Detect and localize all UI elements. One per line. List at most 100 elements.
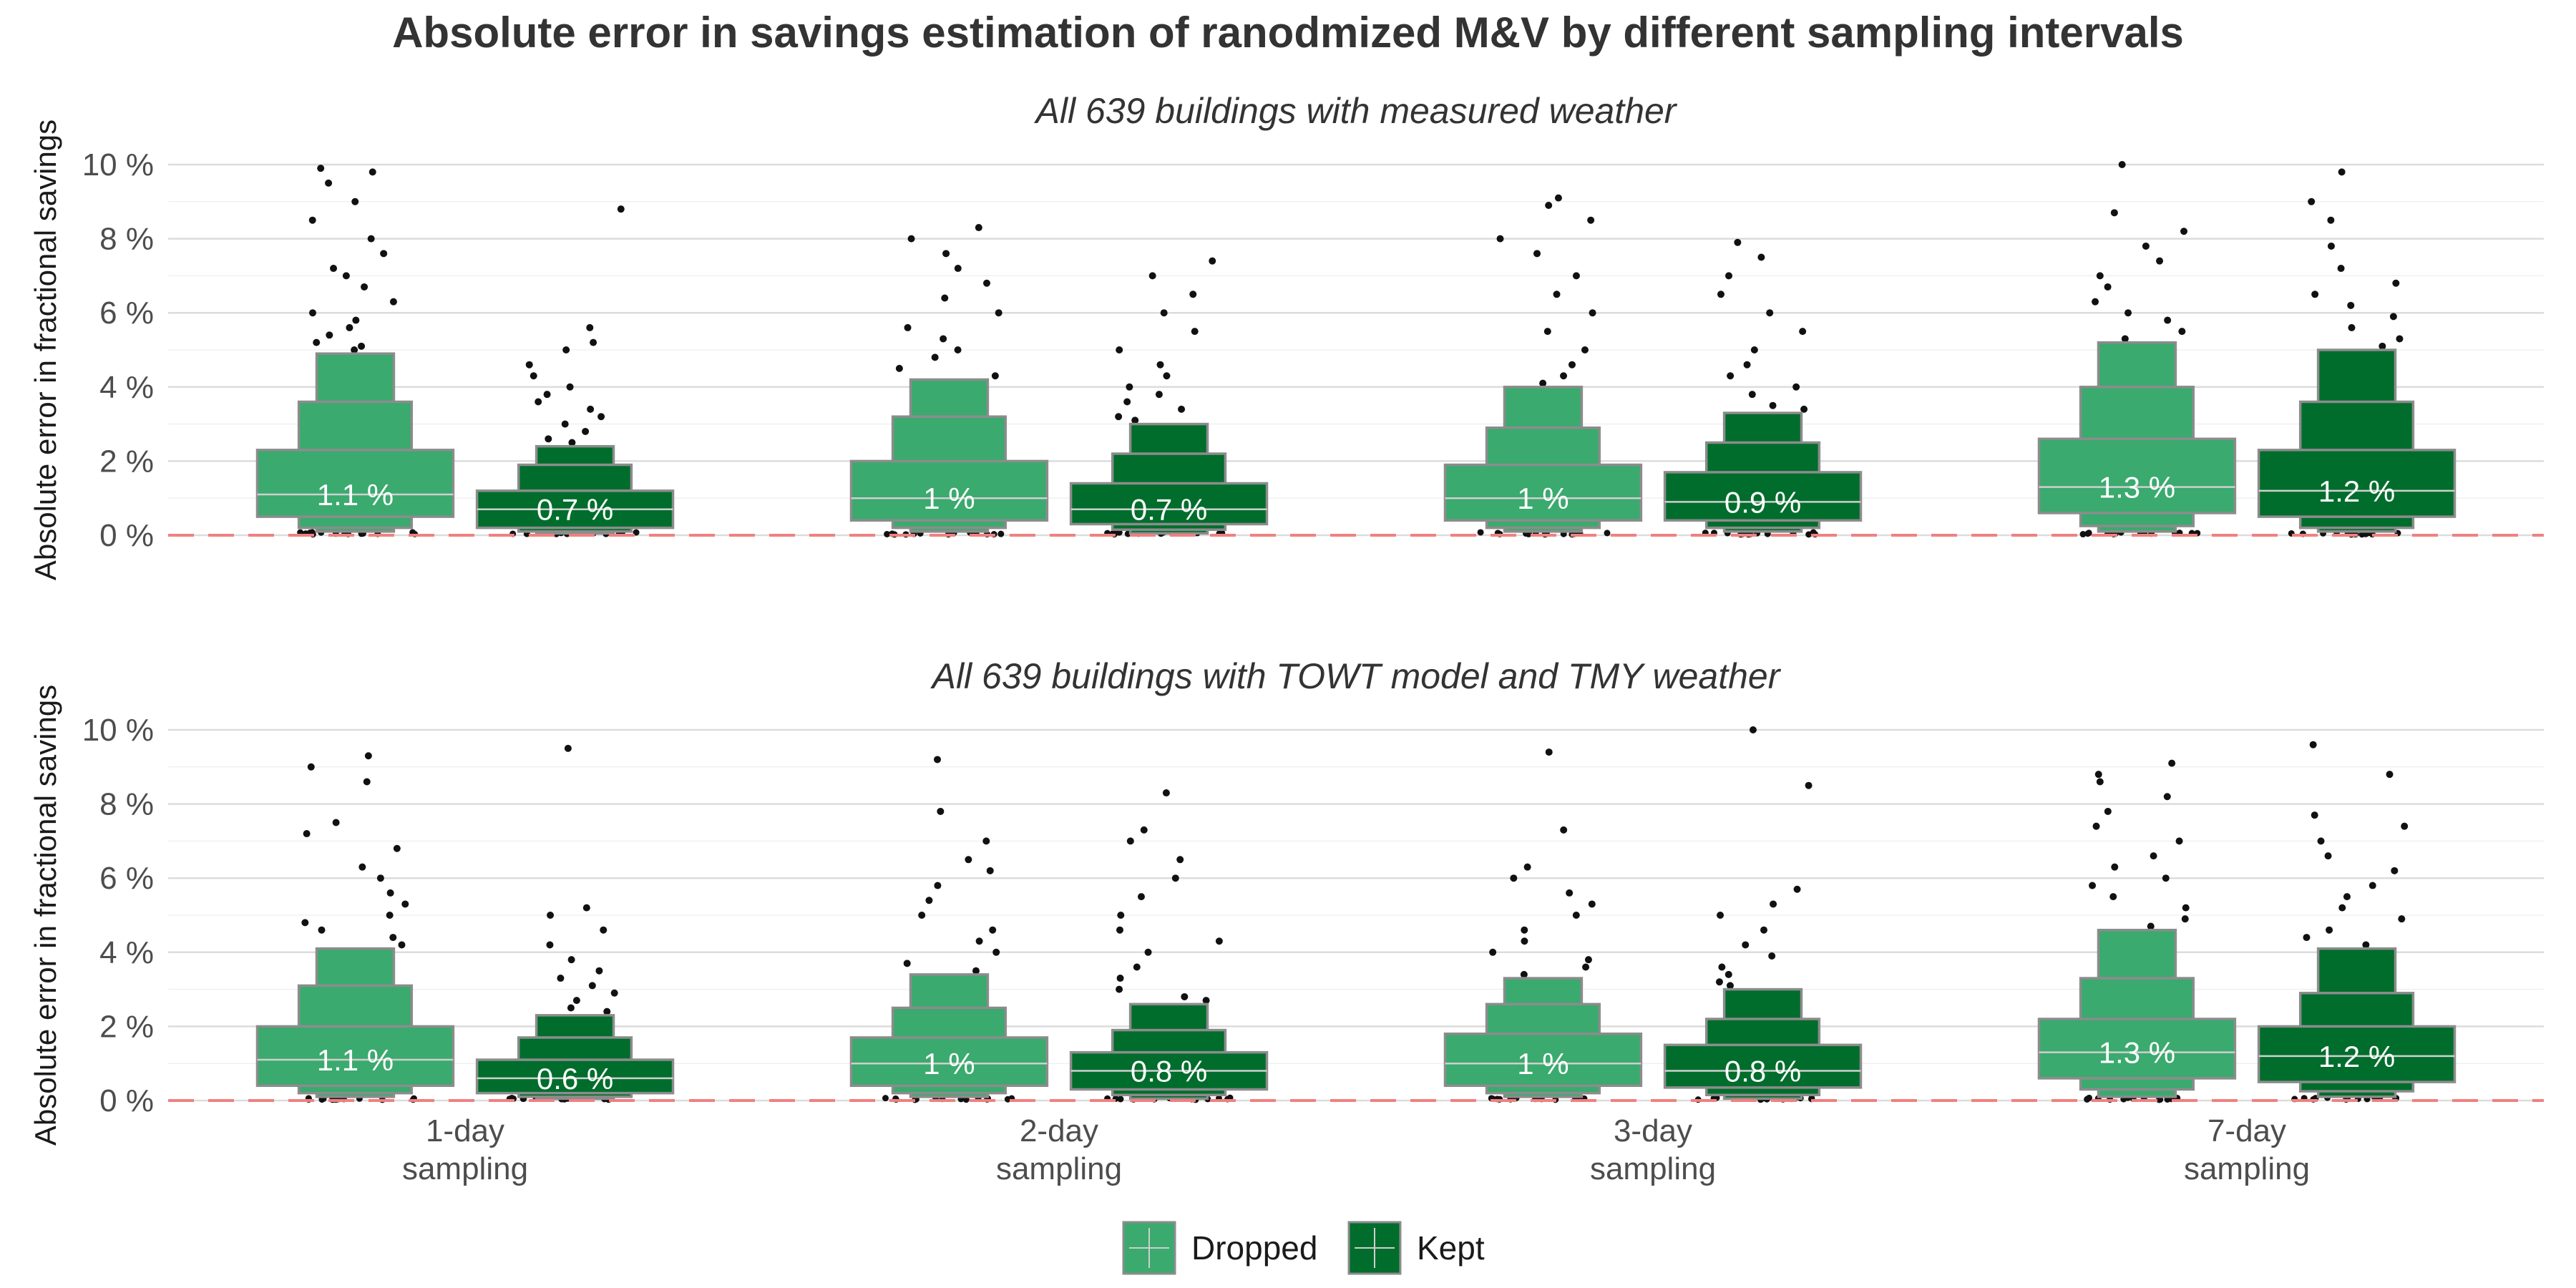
outlier-point: [2326, 926, 2333, 934]
legend-key-dropped: [1122, 1221, 1176, 1275]
outlier-point: [545, 435, 552, 443]
outlier-point: [2147, 922, 2155, 930]
outlier-point: [2343, 893, 2351, 901]
outlier-point: [1792, 383, 1800, 391]
outlier-point: [2164, 316, 2172, 324]
outlier-point: [572, 997, 580, 1005]
y-tick-label: 4 %: [99, 935, 154, 970]
outlier-point: [1799, 328, 1807, 336]
outlier-point: [884, 530, 891, 537]
outlier-point: [934, 882, 942, 889]
box-dropped-4: 1.3 %: [2037, 161, 2237, 538]
outlier-point: [2181, 915, 2189, 923]
outlier-point: [1126, 383, 1133, 391]
median-label: 1 %: [923, 482, 975, 515]
outlier-point: [2309, 741, 2317, 748]
median-label: 1.2 %: [2318, 474, 2395, 508]
y-axis-label: Absolute error in fractional savings: [29, 685, 62, 1146]
outlier-point: [2163, 793, 2171, 801]
outlier-point: [2121, 335, 2129, 343]
outlier-point: [882, 1095, 889, 1102]
outlier-point: [389, 934, 397, 942]
outlier-point: [364, 752, 372, 760]
letter-value-box: [2037, 1018, 2237, 1080]
outlier-point: [351, 346, 358, 353]
box-dropped-4: 1.3 %: [2037, 759, 2237, 1103]
outlier-point: [2092, 298, 2099, 306]
outlier-point: [380, 250, 388, 258]
letter-value-box: [1663, 1043, 1863, 1089]
outlier-point: [587, 405, 595, 413]
outlier-point: [1115, 413, 1123, 421]
outlier-point: [942, 250, 950, 258]
outlier-point: [992, 948, 1000, 956]
outlier-point: [1553, 291, 1561, 298]
outlier-point: [1477, 529, 1484, 536]
outlier-point: [1523, 863, 1531, 871]
outlier-point: [2338, 168, 2346, 176]
outlier-point: [326, 331, 333, 339]
outlier-point: [301, 919, 309, 927]
y-tick-label: 6 %: [99, 296, 154, 331]
panel-1: All 639 buildings with measured weather 0…: [29, 91, 2544, 580]
legend-key-kept: [1347, 1221, 1402, 1275]
outlier-point: [398, 941, 406, 949]
outlier-point: [546, 941, 554, 949]
outlier-point: [1496, 235, 1504, 243]
outlier-point: [582, 904, 590, 912]
median-label: 1.2 %: [2318, 1040, 2395, 1073]
outlier-point: [1117, 1096, 1124, 1103]
outlier-point: [2150, 852, 2157, 860]
outlier-point: [1156, 361, 1164, 369]
outlier-point: [1116, 926, 1123, 934]
letter-value-box: [2257, 449, 2457, 518]
box-dropped-2: 1 %: [849, 224, 1049, 538]
outlier-point: [1560, 826, 1568, 834]
box-dropped-1: 1.1 %: [255, 752, 455, 1103]
outlier-point: [2308, 197, 2316, 205]
outlier-point: [965, 856, 972, 864]
outlier-point: [2338, 904, 2346, 912]
outlier-point: [1770, 900, 1777, 908]
outlier-point: [937, 807, 945, 815]
outlier-point: [1131, 416, 1139, 424]
outlier-point: [376, 874, 384, 882]
y-tick-label: 0 %: [99, 518, 154, 553]
outlier-point: [1215, 937, 1223, 945]
outlier-point: [2162, 874, 2170, 882]
panel-2: All 639 buildings with TOWT model and TM…: [29, 656, 2544, 1146]
x-tick-label: sampling: [1590, 1151, 1716, 1186]
outlier-point: [358, 342, 366, 350]
outlier-point: [2175, 837, 2183, 845]
outlier-point: [954, 346, 962, 353]
outlier-point: [2118, 161, 2126, 168]
outlier-point: [543, 391, 551, 399]
outlier-point: [1793, 885, 1801, 893]
outlier-point: [1489, 948, 1497, 956]
outlier-point: [2155, 1096, 2162, 1103]
x-tick-label: sampling: [402, 1151, 528, 1186]
outlier-point: [2347, 301, 2355, 309]
outlier-point: [2327, 216, 2335, 224]
y-tick-label: 10 %: [82, 147, 154, 182]
outlier-point: [582, 427, 590, 435]
outlier-point: [1734, 238, 1742, 246]
y-tick-label: 8 %: [99, 787, 154, 822]
outlier-point: [363, 778, 371, 786]
outlier-point: [972, 967, 980, 975]
outlier-point: [389, 298, 397, 306]
outlier-point: [325, 179, 333, 187]
outlier-point: [303, 830, 311, 838]
outlier-point: [2168, 759, 2176, 767]
median-label: 1.1 %: [317, 1043, 394, 1077]
outlier-point: [1805, 781, 1813, 789]
outlier-point: [1176, 856, 1184, 864]
outlier-point: [1116, 985, 1123, 993]
outlier-point: [2392, 279, 2400, 287]
outlier-point: [1572, 272, 1580, 280]
outlier-point: [1189, 291, 1197, 298]
outlier-point: [991, 372, 999, 380]
outlier-point: [1543, 328, 1551, 336]
outlier-point: [1155, 391, 1163, 399]
outlier-point: [2311, 291, 2319, 298]
